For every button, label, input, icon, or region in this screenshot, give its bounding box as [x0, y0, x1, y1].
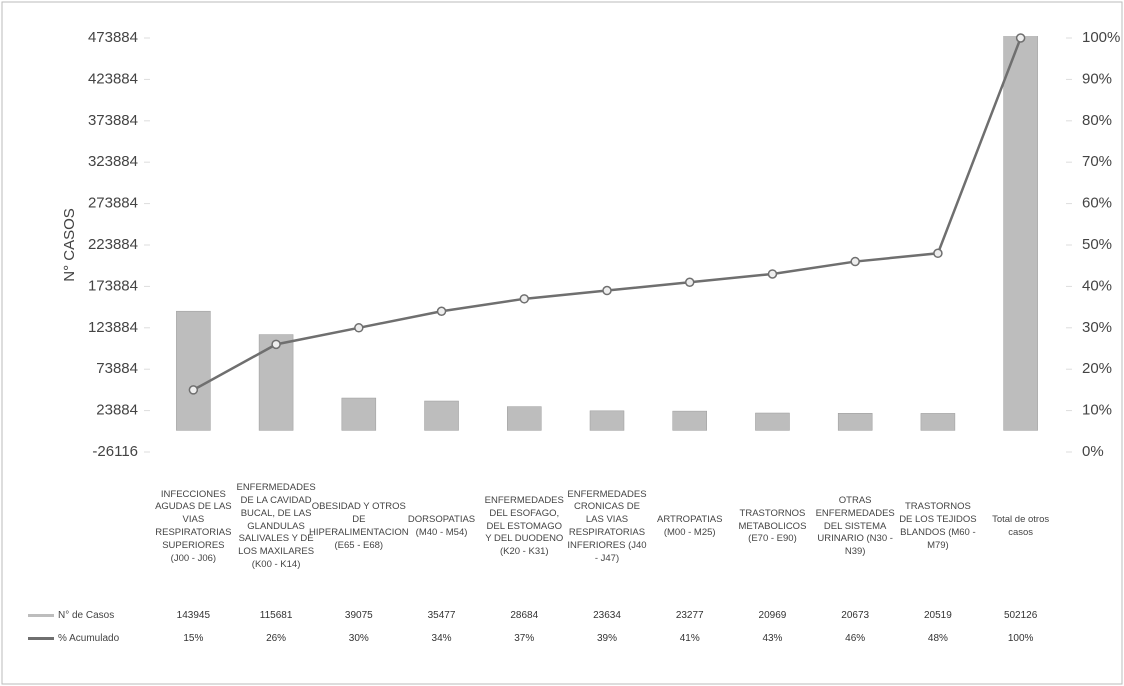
x-tick-label: TRASTORNOS METABOLICOS (E70 - E90): [738, 507, 807, 545]
y-tick-label: 473884: [88, 29, 138, 46]
line-marker: [188, 385, 199, 395]
bar: [176, 310, 211, 431]
y2-tick-label: 50%: [1082, 236, 1112, 253]
table-value: 26%: [266, 633, 287, 644]
line-marker: [602, 285, 612, 296]
bar: [1003, 36, 1038, 431]
legend-swatch: [28, 637, 54, 640]
line-marker: [684, 277, 695, 288]
y2-tick-label: 30%: [1082, 319, 1112, 336]
y2-tick-label: 90%: [1082, 70, 1112, 87]
table-value: 20519: [924, 610, 952, 621]
table-value: 502126: [1003, 610, 1038, 621]
bar: [341, 397, 377, 431]
line: [192, 37, 1022, 391]
bar: [672, 410, 707, 431]
x-tick-label: ARTROPATIAS (M00 - M25): [656, 514, 723, 538]
y-tick-label: 173884: [88, 277, 138, 294]
line-marker: [850, 256, 860, 267]
bar: [507, 406, 542, 431]
table-value: 37%: [514, 633, 535, 644]
y-tick-label: 23884: [96, 402, 138, 419]
y2-tick-label: 20%: [1082, 360, 1112, 377]
line-marker: [767, 269, 778, 279]
y2-tick-label: 0%: [1082, 443, 1104, 460]
y-axis-title: N° CASOS: [61, 208, 78, 282]
bar: [589, 410, 625, 431]
table-value: 30%: [348, 633, 369, 644]
y-tick-label: 323884: [88, 153, 138, 170]
table-value: 43%: [762, 633, 783, 644]
line-marker: [354, 323, 364, 333]
y2-tick-label: 80%: [1082, 112, 1112, 129]
y2-tick-label: 100%: [1082, 29, 1120, 46]
table-value: 46%: [845, 633, 866, 644]
legend-entry: % Acumulado: [28, 633, 158, 644]
y-tick-label: 373884: [88, 112, 138, 129]
table-value: 39075: [344, 610, 373, 621]
x-tick-label: OTRAS ENFERMEDADES DEL SISTEMA URINARIO …: [815, 494, 895, 558]
x-tick-label: ENFERMEDADES DE LA CAVIDAD BUCAL, DE LAS…: [236, 482, 316, 571]
bar: [755, 412, 790, 431]
x-tick-label: TRASTORNOS DE LOS TEJIDOS BLANDOS (M60 -…: [899, 501, 977, 551]
legend-swatch: [28, 614, 54, 617]
line-marker: [1015, 33, 1026, 43]
bar: [424, 400, 459, 431]
y-tick-label: 423884: [88, 70, 138, 87]
table-value: 100%: [1007, 633, 1034, 644]
table-value: 115681: [259, 610, 293, 621]
legend-entry: N° de Casos: [28, 610, 158, 621]
table-value: 15%: [183, 633, 204, 644]
y2-tick-label: 40%: [1082, 277, 1112, 294]
y2-tick-label: 70%: [1082, 153, 1112, 170]
y-tick-label: 273884: [88, 195, 138, 212]
bar: [258, 334, 294, 431]
table-value: 28684: [510, 610, 539, 621]
table-value: 23277: [675, 610, 704, 621]
plot-area: [176, 36, 1038, 431]
y-tick-label: 73884: [96, 360, 138, 377]
x-tick-label: DORSOPATIAS (M40 - M54): [407, 514, 476, 538]
y2-tick-label: 10%: [1082, 402, 1112, 419]
x-tick-label: OBESIDAD Y OTROS DE HIPERALIMENTACION (E…: [309, 501, 409, 551]
table-value: 34%: [431, 633, 452, 644]
line-marker: [933, 248, 943, 259]
bar: [837, 413, 873, 431]
table-value: 41%: [679, 633, 700, 644]
table-value: 48%: [927, 633, 948, 644]
table-value: 20673: [841, 610, 870, 621]
line-marker: [271, 339, 281, 350]
y2-tick-label: 60%: [1082, 195, 1112, 212]
table-value: 20969: [758, 610, 787, 621]
x-tick-label: ENFERMEDADES CRONICAS DE LAS VIAS RESPIR…: [567, 488, 647, 564]
x-tick-label: ENFERMEDADES DEL ESOFAGO, DEL ESTOMAGO Y…: [484, 494, 564, 558]
line-marker: [519, 294, 530, 304]
y-tick-label: 123884: [88, 319, 138, 336]
x-tick-label: Total de otros casos: [992, 514, 1050, 538]
table-value: 39%: [596, 633, 617, 644]
legend-label: % Acumulado: [58, 633, 120, 644]
table-value: 23634: [593, 610, 621, 621]
table-value: 143945: [176, 610, 211, 621]
bar: [920, 413, 956, 431]
y-tick-label: -26116: [92, 443, 138, 460]
y-tick-label: 223884: [88, 236, 138, 253]
x-tick-label: INFECCIONES AGUDAS DE LAS VIAS RESPIRATO…: [155, 488, 232, 564]
legend-label: N° de Casos: [58, 610, 115, 621]
line-marker: [436, 306, 447, 316]
table-value: 35477: [427, 610, 456, 621]
